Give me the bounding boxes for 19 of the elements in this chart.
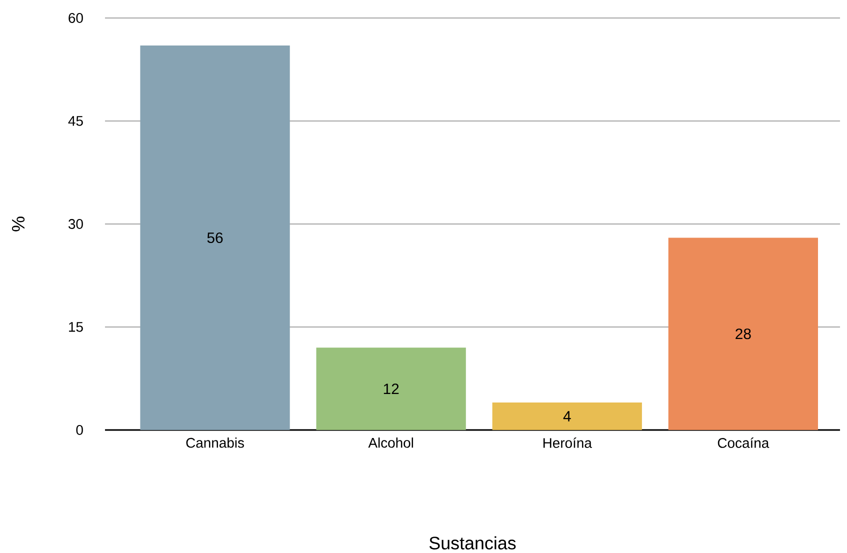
y-tick-label: 30	[68, 219, 83, 229]
y-tick-label: 0	[76, 425, 83, 435]
x-tick-label: Heroína	[543, 438, 592, 448]
bar	[140, 45, 290, 430]
data-label: 56	[207, 232, 223, 244]
bar	[668, 238, 818, 430]
bar	[316, 348, 466, 430]
x-tick-label: Alcohol	[368, 438, 414, 448]
y-tick-label: 45	[68, 116, 83, 126]
x-axis-title: Sustancias	[429, 536, 516, 550]
data-label: 28	[736, 328, 751, 340]
y-tick-label: 15	[69, 322, 83, 332]
y-tick-label: 60	[68, 13, 83, 23]
x-tick-label: Cannabis	[186, 438, 244, 448]
x-tick-label: Cocaína	[718, 438, 770, 448]
bar	[492, 402, 642, 430]
data-label: 4	[563, 411, 571, 422]
data-label: 12	[384, 384, 399, 394]
y-axis-title: %	[12, 216, 25, 232]
